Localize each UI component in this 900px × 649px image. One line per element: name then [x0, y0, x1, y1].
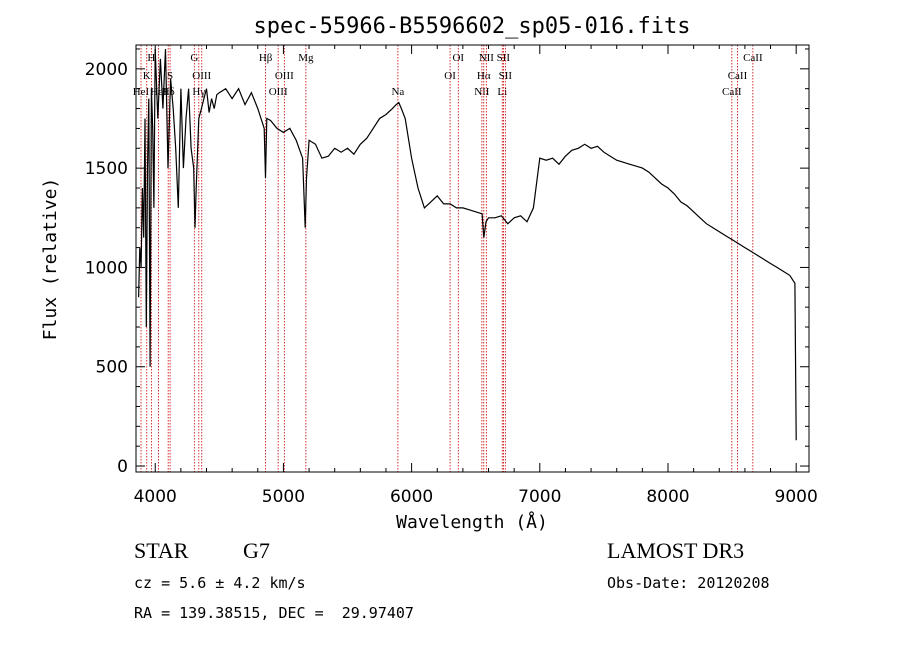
line-label-16: NII [474, 86, 490, 98]
y-tick-label-0: 0 [117, 457, 128, 477]
axis-ticks: 4000 5000 6000 7000 8000 9000 0 500 1000 1500 2000 [85, 45, 818, 507]
spectrum-line [138, 48, 797, 441]
line-label-24: CaII [743, 52, 763, 64]
line-label-21: SII [499, 70, 513, 82]
line-label-1: K [143, 70, 151, 82]
line-label-18: NII [479, 52, 495, 64]
line-label-10: OIII [269, 86, 288, 98]
line-label-6: G [190, 52, 198, 64]
line-label-11: OIII [275, 70, 294, 82]
ra-dec-coordinates: RA = 139.38515, DEC = 29.97407 [134, 604, 414, 622]
y-tick-label-1: 500 [96, 358, 128, 378]
line-label-5: S [167, 70, 173, 82]
line-label-15: OI [452, 52, 464, 64]
x-tick-label-4: 8000 [646, 487, 689, 507]
line-label-22: CaII [722, 86, 742, 98]
line-label-7: Hγ [192, 86, 205, 98]
spectral-line-markers: HeIKHHeIHδSGHγOIIIHβOIIIOIIIMgNaOIOINIIH… [133, 45, 763, 472]
x-tick-label-1: 5000 [262, 487, 305, 507]
line-label-8: OIII [192, 70, 211, 82]
x-tick-label-0: 4000 [134, 487, 177, 507]
x-axis-label: Wavelength (Å) [396, 511, 548, 533]
survey-name: LAMOST DR3 [607, 538, 745, 563]
y-tick-label-3: 1500 [85, 159, 128, 179]
line-label-12: Mg [298, 52, 314, 64]
line-label-17: Hα [477, 70, 491, 82]
observation-date: Obs-Date: 20120208 [607, 574, 770, 592]
chart-title: spec-55966-B5596602_sp05-016.fits [253, 14, 690, 39]
line-label-20: SII [497, 52, 511, 64]
object-subclass: G7 [243, 538, 270, 563]
y-tick-label-2: 1000 [85, 258, 128, 278]
plot-frame [135, 44, 810, 473]
y-axis-label: Flux (relative) [40, 178, 61, 341]
line-label-19: Li [497, 86, 507, 98]
line-label-14: OI [444, 70, 456, 82]
line-label-23: CaII [728, 70, 748, 82]
line-label-13: Na [391, 86, 404, 98]
x-tick-label-5: 9000 [775, 487, 818, 507]
line-label-9: Hβ [259, 52, 273, 64]
line-label-2: H [147, 52, 155, 64]
x-tick-label-3: 7000 [518, 487, 561, 507]
x-tick-label-2: 6000 [390, 487, 433, 507]
redshift-velocity: cz = 5.6 ± 4.2 km/s [134, 574, 306, 592]
y-tick-label-4: 2000 [85, 60, 128, 80]
object-class: STAR [134, 538, 189, 563]
